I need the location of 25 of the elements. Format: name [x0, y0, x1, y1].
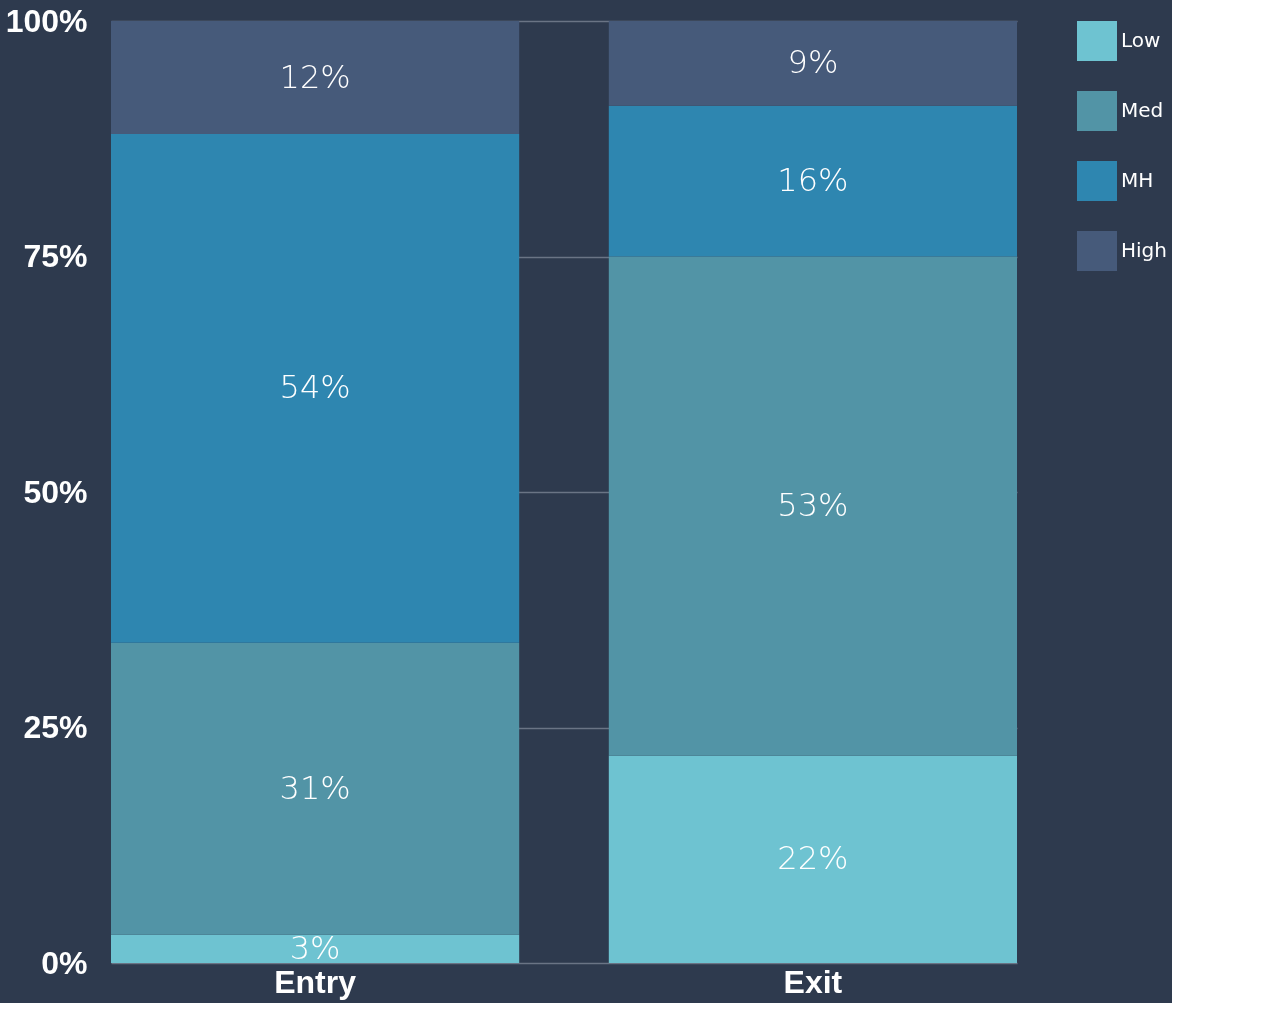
data-label: 53%: [777, 486, 849, 525]
data-label: 31%: [279, 768, 351, 807]
bar: [111, 134, 520, 643]
legend-label: High: [1121, 238, 1167, 262]
bar: [608, 256, 1017, 756]
bar: [608, 105, 1017, 257]
data-label: 22%: [777, 839, 849, 878]
data-label: 54%: [279, 368, 351, 407]
bar: [111, 642, 520, 935]
bar: [111, 21, 520, 135]
y-tick-label: 25%: [23, 709, 88, 745]
data-label: 9%: [787, 43, 839, 82]
legend-label: Med: [1121, 98, 1164, 122]
data-label: 12%: [279, 57, 351, 96]
bar: [608, 755, 1017, 963]
y-tick-label: 100%: [5, 2, 88, 39]
x-tick-label: Exit: [783, 963, 843, 1000]
legend-label: MH: [1121, 168, 1154, 192]
y-tick-label: 50%: [23, 473, 88, 510]
y-tick-label: 75%: [23, 238, 88, 274]
bar: [608, 21, 1017, 106]
legend-label: Low: [1121, 28, 1161, 52]
bar: [111, 934, 520, 963]
y-tick-label: 0%: [41, 944, 88, 981]
data-label: 16%: [777, 161, 849, 200]
